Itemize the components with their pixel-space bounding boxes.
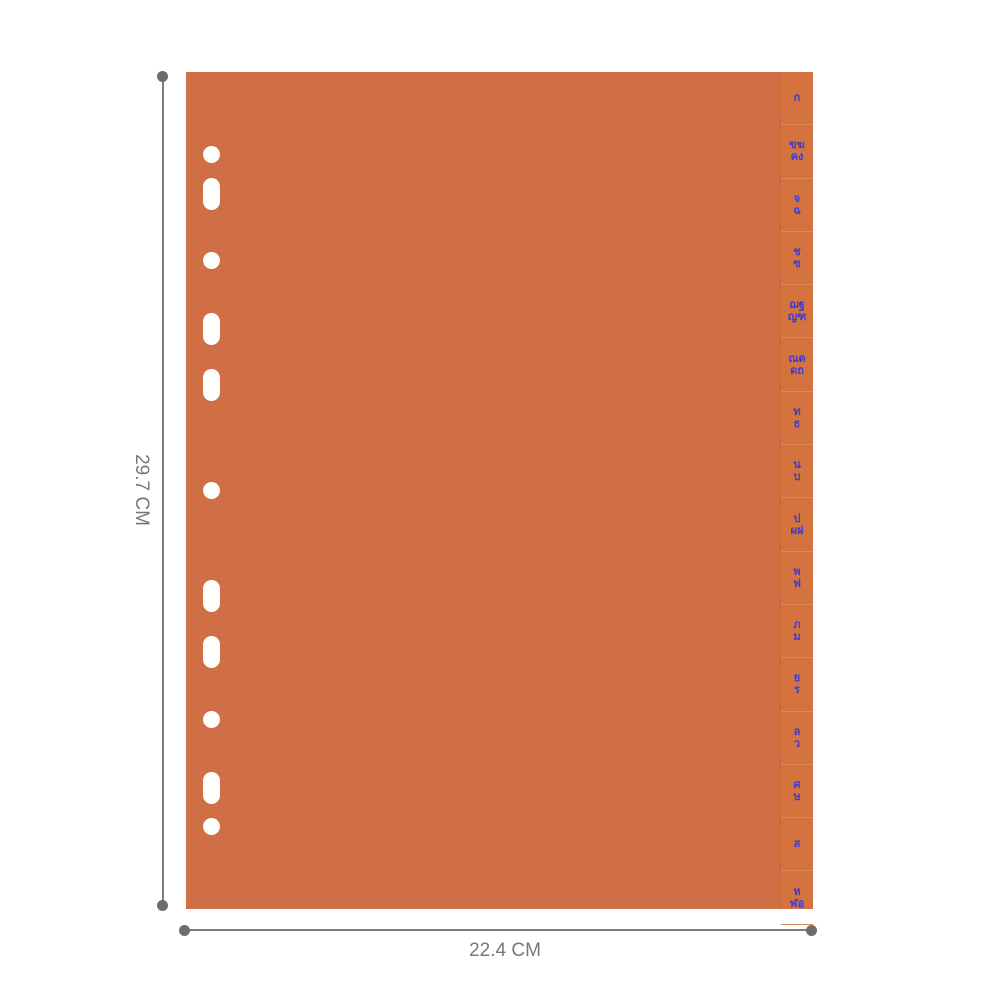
height-line-end-dot [157,900,168,911]
tab-letters: ก [793,91,801,105]
tab-letters: ดถ [790,363,804,377]
tab-letters: ห [793,884,801,898]
tab-letters: บ [793,470,801,484]
tab-letters: ฉ [793,203,801,217]
tab-letters: ล [793,724,801,738]
index-tab: ทธ [781,392,813,446]
tab-letters: พ [793,564,801,578]
width-line-end-dot [179,925,190,936]
punch-hole [203,636,220,668]
punch-hole [203,146,220,163]
index-tab: ยร [781,658,813,712]
index-tab: ปผฝ [781,498,813,552]
width-dimension-line [184,929,812,931]
index-tab: ชซ [781,232,813,286]
tab-letters: ม [793,630,801,644]
tab-letters: ขฆ [789,138,805,152]
punch-hole [203,818,220,835]
tab-letters: ฌฐ [789,298,805,312]
index-tab: ส [781,818,813,872]
index-tab: ณต ดถ [781,338,813,392]
divider-sheet [186,72,780,909]
tab-letters: ย [793,671,801,685]
tab-letters: น [793,458,801,472]
punch-hole [203,580,220,612]
index-tab: ลว [781,712,813,765]
index-tab: นบ [781,445,813,499]
tab-letters: ว [793,736,801,750]
punch-hole [203,772,220,804]
tab-letters: ณต [788,351,806,365]
tab-letters: ภ [793,618,801,632]
tab-letters: ธ [793,416,801,430]
tab-letters: ฬอ [789,896,805,910]
tab-letters: จ [793,191,801,205]
tab-letters: ญฑ [787,310,807,324]
tab-letters: ช [793,245,801,259]
tab-letters: ท [793,404,801,418]
index-tab: หฬอ [781,871,813,925]
tab-letters: ษ [793,790,801,803]
index-tab: ขฆ คง [781,125,813,179]
tab-letters: คง [790,150,804,164]
punch-hole [203,482,220,499]
index-tab: ฌฐ ญฑ [781,285,813,339]
index-tab: ภม [781,605,813,659]
tab-letters: ป [793,511,801,525]
punch-hole [203,369,220,401]
tab-letters: ส [793,837,801,851]
punch-hole [203,313,220,345]
tab-letters: ผฝ [790,523,804,537]
tab-letters: ฟ [793,576,801,590]
width-line-end-dot [806,925,817,936]
index-tabs: กขฆ คงจฉชซฌฐ ญฑ ณต ดถทธนบปผฝพฟภมยรลวศษสหฬอ [780,72,813,925]
index-tab: จฉ [781,179,813,232]
tab-letters: ซ [793,257,801,271]
width-label: 22.4 CM [469,940,541,961]
punch-hole [203,711,220,728]
height-dimension-line [162,76,164,906]
punch-hole [203,252,220,269]
height-label: 29.7 CM [131,454,152,526]
tab-letters: ศ [793,778,801,791]
height-line-end-dot [157,71,168,82]
punch-hole [203,178,220,210]
tab-letters: ร [794,683,800,697]
index-tab: ก [781,72,813,126]
index-tab: ศษ [781,765,813,819]
index-tab: พฟ [781,552,813,605]
